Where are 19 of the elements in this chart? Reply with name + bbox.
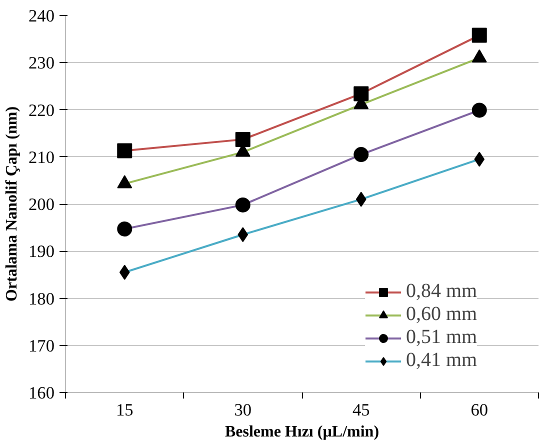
legend-label: 0,84 mm bbox=[406, 280, 478, 303]
x-tick-label: 15 bbox=[116, 400, 134, 420]
y-tick-label: 220 bbox=[28, 100, 55, 120]
x-tick-label: 45 bbox=[352, 400, 370, 420]
y-tick-label: 160 bbox=[28, 384, 55, 402]
x-axis-title: Besleme Hızı (µL/min) bbox=[224, 424, 380, 440]
y-tick-label: 210 bbox=[28, 148, 55, 167]
y-tick-label: 230 bbox=[28, 54, 55, 73]
legend-label: 0,60 mm bbox=[406, 303, 478, 326]
x-tick-label: 60 bbox=[470, 400, 488, 420]
x-tick-label: 30 bbox=[234, 400, 252, 420]
legend-label: 0,41 mm bbox=[406, 349, 478, 372]
legend-label: 0,51 mm bbox=[406, 326, 478, 349]
y-tick-label: 180 bbox=[28, 289, 55, 308]
y-tick-label: 240 bbox=[28, 6, 55, 26]
y-axis-title: Ortalama Nanolif Çapı (nm) bbox=[4, 106, 21, 302]
y-tick-label: 200 bbox=[28, 195, 55, 214]
y-tick-label: 170 bbox=[28, 336, 55, 356]
y-tick-label: 190 bbox=[28, 242, 55, 262]
